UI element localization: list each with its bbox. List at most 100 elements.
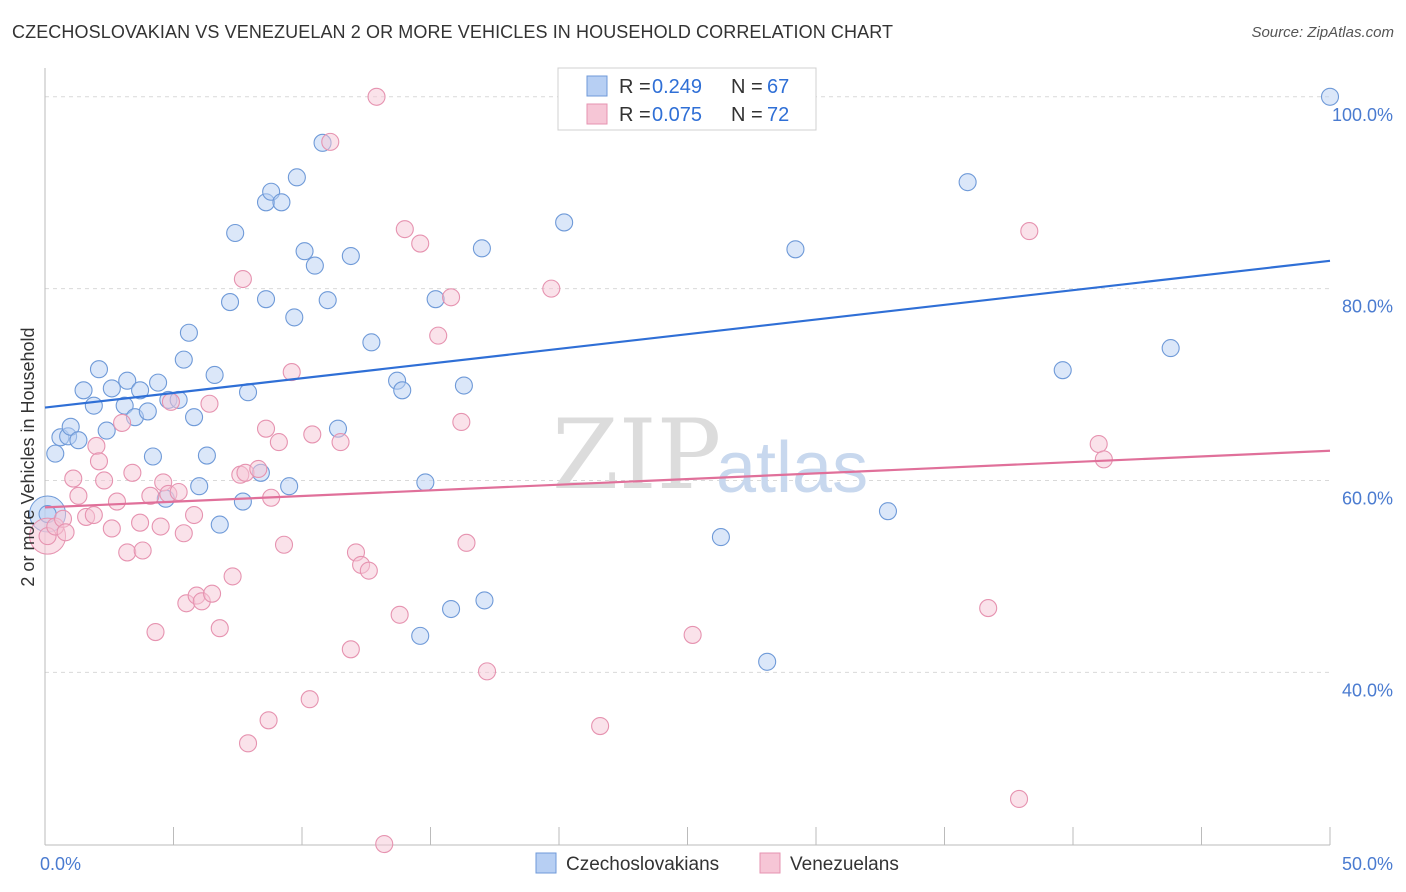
data-point-blue (118, 371, 137, 390)
data-point-pink (359, 561, 378, 580)
data-point-pink (300, 690, 319, 709)
data-point-blue (210, 515, 229, 534)
data-point-pink (133, 541, 152, 560)
data-point-blue (958, 173, 977, 192)
y-tick-label-0: 40.0% (1342, 680, 1393, 700)
data-point-pink (169, 482, 188, 502)
legend: R = 0.249 N = 67 R = 0.075 N = 72 (557, 67, 817, 131)
y-tick-label-1: 60.0% (1342, 488, 1393, 508)
legend-swatch-pink (586, 103, 608, 125)
y-tick-label-3: 100.0% (1332, 105, 1393, 125)
data-point-pink (210, 619, 229, 638)
data-point-pink (113, 413, 132, 432)
data-point-blue (758, 652, 777, 671)
bottom-legend: Czechoslovakians Venezuelans (535, 852, 899, 875)
data-point-blue (280, 477, 299, 496)
data-point-pink (274, 535, 294, 554)
data-point-blue (272, 193, 291, 212)
data-point-pink (141, 486, 160, 505)
data-point-pink (56, 523, 75, 542)
y-axis-label: 2 or more Vehicles in Household (18, 327, 38, 586)
bottom-legend-label-czechoslovakians: Czechoslovakians (566, 854, 719, 875)
trend-line-pink (44, 449, 1331, 509)
data-point-pink (542, 279, 561, 298)
data-point-blue (138, 402, 157, 421)
data-point-blue (233, 492, 252, 511)
data-point-pink (259, 711, 278, 730)
legend-r-label-1: R = (619, 76, 651, 98)
data-point-pink (161, 392, 180, 411)
chart-title: CZECHOSLOVAKIAN VS VENEZUELAN 2 OR MORE … (12, 22, 894, 42)
data-point-pink (442, 288, 461, 307)
data-point-blue (174, 350, 193, 369)
data-point-pink (151, 517, 170, 536)
data-point-blue (285, 308, 304, 327)
legend-n-label-2: N = (731, 104, 763, 126)
data-point-blue (475, 591, 494, 610)
bottom-legend-swatch-pink (759, 852, 781, 874)
data-point-blue (89, 360, 109, 379)
data-point-pink (146, 622, 165, 642)
data-point-pink (89, 452, 109, 471)
data-point-pink (123, 463, 142, 482)
bottom-legend-label-venezuelans: Venezuelans (790, 854, 899, 875)
data-point-pink (331, 433, 350, 452)
data-point-blue (442, 599, 461, 619)
data-point-blue (411, 626, 430, 645)
data-point-blue (131, 381, 150, 400)
axes (44, 68, 1331, 846)
data-point-pink (87, 436, 106, 455)
source-label: Source: ZipAtlas.com (1251, 24, 1394, 41)
data-point-blue (555, 213, 574, 232)
data-point-pink (1020, 222, 1039, 241)
data-point-blue (190, 477, 209, 496)
data-point-pink (457, 533, 476, 552)
data-point-pink (102, 519, 121, 538)
data-point-pink (223, 567, 242, 586)
legend-n-value-1: 67 (767, 76, 789, 98)
data-point-blue (454, 376, 473, 395)
data-point-pink (282, 363, 301, 382)
data-point-blue (1053, 361, 1072, 380)
data-point-blue (786, 240, 805, 259)
y-tick-label-2: 80.0% (1342, 297, 1393, 317)
data-point-blue (61, 417, 80, 436)
data-point-pink (174, 524, 193, 543)
data-point-blue (287, 168, 306, 187)
data-point-pink (341, 640, 360, 659)
data-point-pink (390, 605, 409, 624)
data-point-blue (102, 379, 121, 398)
tick-labels: 40.0% 60.0% 80.0% 100.0% 0.0% 50.0% (40, 105, 1393, 874)
data-point-pink (683, 625, 702, 644)
data-point-blue (256, 290, 276, 309)
data-point-blue (393, 381, 412, 400)
data-point-blue (295, 242, 314, 261)
data-point-blue (220, 293, 240, 312)
data-points (29, 87, 1340, 854)
data-point-blue (362, 333, 381, 352)
data-point-blue (711, 528, 730, 547)
data-point-pink (200, 394, 219, 413)
data-point-pink (256, 419, 276, 438)
data-point-pink (303, 425, 322, 444)
data-point-blue (472, 239, 491, 258)
data-point-blue (1161, 339, 1180, 358)
data-point-blue (149, 373, 168, 392)
data-point-pink (591, 717, 610, 736)
data-point-pink (411, 234, 430, 253)
legend-n-label-1: N = (731, 76, 763, 98)
data-point-blue (426, 290, 445, 309)
data-point-blue (416, 473, 435, 492)
data-point-blue (185, 408, 204, 427)
data-point-blue (1320, 87, 1340, 106)
data-point-pink (249, 459, 268, 479)
data-point-pink (203, 584, 222, 603)
data-point-pink (979, 599, 998, 618)
data-point-pink (1009, 789, 1029, 809)
data-point-blue (97, 421, 116, 440)
legend-r-label-2: R = (619, 104, 651, 126)
watermark-zip: ZIP (552, 399, 721, 511)
legend-swatch-blue (586, 75, 608, 97)
data-point-blue (238, 383, 258, 402)
